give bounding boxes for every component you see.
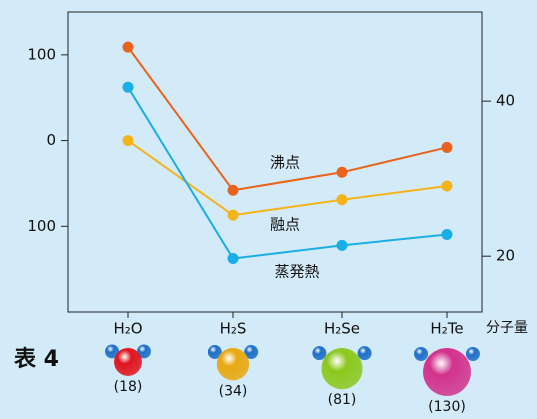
y-tick-label: 100 bbox=[27, 45, 56, 63]
molecule-ball bbox=[423, 348, 471, 396]
point bbox=[227, 184, 239, 196]
series-label: 沸点 bbox=[270, 154, 300, 172]
y2-tick-label: 40 bbox=[496, 92, 515, 110]
hydrogen bbox=[312, 346, 327, 361]
series-label: 融点 bbox=[270, 216, 300, 234]
molecule-ball bbox=[114, 348, 142, 376]
hydrogen bbox=[244, 345, 259, 360]
y-tick-label: 100 bbox=[27, 217, 56, 235]
hydrogen bbox=[136, 344, 151, 359]
hydrogen bbox=[105, 344, 120, 359]
series-line bbox=[127, 46, 448, 192]
x-tick-label: H₂S bbox=[220, 320, 247, 338]
series-label: 蒸発熱 bbox=[274, 263, 319, 281]
weight-label: (34) bbox=[219, 383, 248, 399]
series-line bbox=[127, 139, 448, 217]
hydrogen bbox=[357, 346, 372, 361]
weight-label: (81) bbox=[328, 392, 357, 408]
x-tick-label: H₂O bbox=[113, 320, 142, 338]
point bbox=[441, 180, 453, 192]
molecule-ball bbox=[216, 348, 250, 381]
x-tick-label: H₂Se bbox=[324, 320, 360, 338]
point bbox=[122, 41, 134, 53]
point bbox=[441, 141, 453, 153]
point bbox=[336, 166, 348, 178]
point bbox=[122, 81, 134, 93]
hydrogen bbox=[414, 346, 429, 361]
point bbox=[336, 239, 348, 251]
point bbox=[441, 228, 453, 240]
series-line bbox=[127, 86, 448, 260]
weight-label: (18) bbox=[114, 379, 143, 395]
hydrogen bbox=[465, 346, 480, 361]
weight-axis-label: 分子量 bbox=[486, 320, 528, 336]
point bbox=[227, 209, 239, 221]
y-tick-label: 0 bbox=[46, 131, 56, 149]
plot-frame bbox=[67, 11, 483, 313]
y2-tick-label: 20 bbox=[496, 247, 515, 265]
point bbox=[227, 253, 239, 265]
point bbox=[336, 194, 348, 206]
hydrogen bbox=[207, 345, 222, 360]
point bbox=[122, 135, 134, 147]
x-tick-label: H₂Te bbox=[430, 320, 463, 338]
molecule-ball bbox=[321, 348, 363, 390]
caption: 表 4 bbox=[14, 347, 59, 372]
weight-label: (130) bbox=[428, 399, 466, 415]
